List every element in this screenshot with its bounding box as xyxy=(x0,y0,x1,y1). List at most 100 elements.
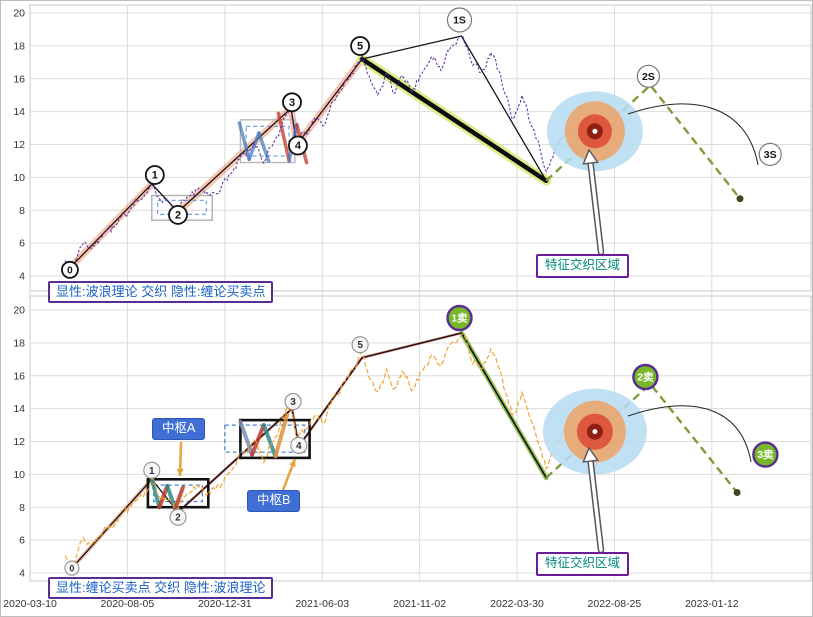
wave-point-3 xyxy=(284,393,302,411)
feature-zone-center xyxy=(592,429,598,435)
x-axis-label: 2021-11-02 xyxy=(393,598,446,610)
wave-point-label-2: 2 xyxy=(175,209,181,221)
y-axis-label: 10 xyxy=(13,172,25,184)
chan-segment xyxy=(238,419,255,457)
feature-arrow xyxy=(588,459,603,552)
wave-point-label-0: 0 xyxy=(67,265,73,276)
x-axis-label: 2020-08-05 xyxy=(101,598,155,610)
feature-arrow-head xyxy=(582,148,599,165)
feature-arrow-head xyxy=(582,446,599,463)
decline-line xyxy=(359,56,549,183)
trend-line xyxy=(176,331,463,514)
feature-zone-label-top: 特征交织区域 xyxy=(536,254,630,278)
bottom-chart-caption: 显性:缠论买卖点 交织 隐性:波浪理论 xyxy=(48,577,274,600)
pivot-arrow-head xyxy=(289,459,296,467)
y-axis-label: 16 xyxy=(13,370,25,382)
wave-point-5 xyxy=(351,336,369,354)
y-axis-label: 6 xyxy=(19,238,25,250)
x-axis-label: 2020-12-31 xyxy=(198,598,252,610)
top-chart-caption: 显性:波浪理论 交织 隐性:缠论买卖点 xyxy=(48,281,274,304)
wave-point-label-5: 5 xyxy=(357,340,363,351)
sell-point-label-1S: 1S xyxy=(453,15,466,27)
wave-structure-line xyxy=(71,332,547,569)
chan-segment xyxy=(157,483,170,510)
wave-point-4 xyxy=(287,135,308,156)
wave-point-1 xyxy=(144,165,165,185)
trend-line xyxy=(174,55,366,216)
wave-point-label-2: 2 xyxy=(175,513,181,524)
wave-point-4 xyxy=(290,436,308,454)
chan-segment xyxy=(261,423,278,459)
x-axis-label: 2022-03-30 xyxy=(490,598,544,610)
y-axis-label: 18 xyxy=(13,40,25,52)
sell-point-3S xyxy=(758,142,782,166)
sell-point-label-3卖: 3卖 xyxy=(757,448,774,461)
wave-point-label-1: 1 xyxy=(152,170,158,182)
price-series xyxy=(64,35,625,267)
sell-point-2S xyxy=(636,64,661,88)
wave-point-0 xyxy=(64,560,80,576)
sell-point-3卖 xyxy=(752,441,779,468)
x-axis-label: 2020-03-10 xyxy=(3,598,57,610)
feature-zone-center xyxy=(592,128,598,134)
y-axis-label: 10 xyxy=(13,469,25,481)
chan-segment xyxy=(276,111,291,163)
sell-point-1S xyxy=(446,7,473,33)
end-marker xyxy=(733,489,741,496)
wave-point-0 xyxy=(61,260,79,279)
wave-point-1 xyxy=(143,461,161,479)
wave-point-label-3: 3 xyxy=(290,397,296,408)
plot-border xyxy=(29,295,812,582)
chan-segment xyxy=(149,477,162,510)
wave-point-3 xyxy=(282,92,302,113)
y-axis-label: 14 xyxy=(13,106,25,118)
projection-curve xyxy=(627,103,759,166)
feature-zone-label-bottom: 特征交织区域 xyxy=(536,552,630,576)
chan-segment xyxy=(273,413,290,459)
wave-structure-line xyxy=(69,35,547,269)
chan-segment xyxy=(250,423,266,457)
x-axis-label: 2023-01-12 xyxy=(685,598,739,610)
x-axis-label: 2022-08-25 xyxy=(588,598,642,610)
feature-arrow xyxy=(588,161,603,254)
wave-point-5 xyxy=(350,36,371,56)
wave-point-2 xyxy=(168,204,188,225)
y-axis-label: 14 xyxy=(13,403,25,415)
y-axis-label: 20 xyxy=(13,305,25,317)
wave-point-label-4: 4 xyxy=(296,441,302,452)
wave-point-label-5: 5 xyxy=(357,41,363,53)
pivot-b-label: 中枢B xyxy=(247,490,301,512)
sell-point-1卖 xyxy=(446,304,473,332)
y-axis-label: 4 xyxy=(19,271,25,283)
y-axis-label: 8 xyxy=(19,205,25,217)
chan-segment xyxy=(247,131,261,162)
y-axis-label: 16 xyxy=(13,73,25,85)
y-axis-label: 4 xyxy=(19,568,25,580)
pivot-arrow-head xyxy=(176,468,184,476)
projection-curve xyxy=(627,405,752,463)
wave-point-2 xyxy=(169,508,187,526)
wave-point-label-1: 1 xyxy=(149,466,155,477)
sell-point-label-1卖: 1卖 xyxy=(451,312,468,325)
projection-dashed-line xyxy=(545,84,741,200)
sell-point-label-2S: 2S xyxy=(642,71,655,83)
y-axis-label: 18 xyxy=(13,337,25,349)
chan-segment xyxy=(237,121,251,162)
sell-point-label-2卖: 2卖 xyxy=(637,371,654,384)
sell-point-2卖 xyxy=(632,363,659,391)
x-axis-label: 2021-06-03 xyxy=(295,598,349,610)
y-axis-label: 12 xyxy=(13,436,25,448)
wave-point-label-0: 0 xyxy=(69,564,74,574)
plot-border xyxy=(29,4,812,292)
wave-point-label-4: 4 xyxy=(295,140,302,152)
pivot-a-label: 中枢A xyxy=(152,418,206,440)
y-axis-label: 6 xyxy=(19,535,25,547)
y-axis-label: 8 xyxy=(19,502,25,514)
end-marker xyxy=(736,195,744,203)
wave-point-label-3: 3 xyxy=(289,97,295,109)
chan-segment xyxy=(173,485,185,511)
